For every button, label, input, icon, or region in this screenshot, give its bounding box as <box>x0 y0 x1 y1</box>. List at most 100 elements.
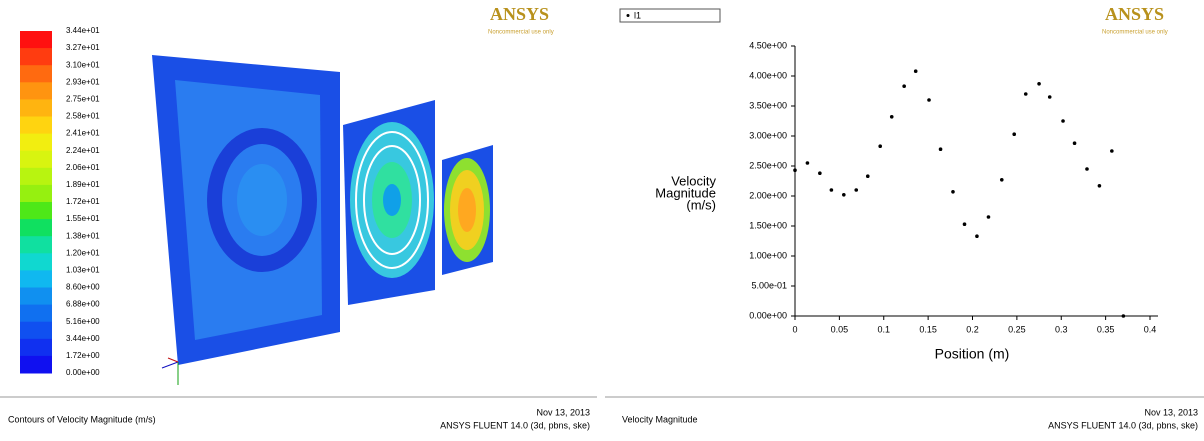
y-tick-label: 3.00e+00 <box>749 130 787 140</box>
y-axis-title: Velocity <box>671 173 716 188</box>
x-tick-label: 0.35 <box>1097 324 1115 334</box>
point <box>865 174 870 178</box>
plot: 0.00e+00 5.00e-01 1.00e+00 1.50e+00 2.00e+00… <box>749 40 1158 334</box>
y-axis-title: Magnitude <box>655 185 716 200</box>
colorbar-label: 1.72e+00 <box>66 351 100 360</box>
x-tick-label: 0.25 <box>1008 324 1026 334</box>
colorbar-label: 2.41e+01 <box>66 129 100 138</box>
point <box>1061 119 1065 123</box>
caption: Contours of Velocity Magnitude (m/s) <box>8 414 156 424</box>
x-tick-label: 0.1 <box>877 324 890 334</box>
x-tick-label: 0.15 <box>919 324 937 334</box>
colorbar-band <box>20 338 52 357</box>
logo: ANSYS <box>490 4 549 24</box>
x-axis-title: Position (m) <box>935 346 1010 362</box>
logo-note: Noncommercial use only <box>1102 30 1168 36</box>
point <box>818 171 822 175</box>
x-tick-label: 0.2 <box>966 324 979 334</box>
y-tick-label: 4.50e+00 <box>749 40 787 50</box>
colorbar-band <box>20 321 52 340</box>
point <box>902 84 906 88</box>
point <box>1121 314 1126 318</box>
point <box>829 188 834 192</box>
colorbar-band <box>20 48 52 66</box>
colorbar-label: 2.24e+01 <box>66 146 100 155</box>
y-tick-label: 2.50e+00 <box>749 160 787 170</box>
point <box>1047 95 1052 99</box>
colorbar-band <box>20 287 52 306</box>
colorbar-label: 8.60e+00 <box>66 283 100 292</box>
point <box>1097 184 1102 188</box>
legend-label: l1 <box>634 10 641 20</box>
colorbar-label: 0.00e+00 <box>66 368 100 377</box>
point <box>1110 149 1114 153</box>
colorbar-label: 6.88e+00 <box>66 300 100 309</box>
colorbar-label: 3.27e+01 <box>66 43 100 52</box>
colorbar-label: 1.72e+01 <box>66 197 100 206</box>
product: ANSYS FLUENT 14.0 (3d, pbns, ske) <box>1048 420 1198 430</box>
point <box>1037 82 1041 86</box>
point <box>1085 167 1089 171</box>
colorbar-band <box>20 133 52 152</box>
point <box>975 234 979 238</box>
colorbar-band <box>20 253 52 271</box>
x-tick-label: 0.4 <box>1144 324 1157 334</box>
colorbar-band <box>20 99 52 117</box>
y-tick-label: 1.50e+00 <box>749 220 787 230</box>
point <box>1072 141 1077 145</box>
x-tick-label: 0.05 <box>831 324 849 334</box>
colorbar-label: 1.20e+01 <box>66 248 100 257</box>
date: Nov 13, 2013 <box>536 407 590 417</box>
point <box>999 178 1004 182</box>
colorbar-label: 2.06e+01 <box>66 163 100 172</box>
point <box>913 69 918 73</box>
colorbar-band <box>20 65 52 83</box>
point <box>889 115 894 119</box>
colorbar-band <box>20 236 52 254</box>
colorbar-label: 1.03e+01 <box>66 266 100 275</box>
point <box>1023 92 1028 96</box>
y-tick-label: 2.00e+00 <box>749 190 787 200</box>
colorbar-label: 1.89e+01 <box>66 180 100 189</box>
colorbar-band <box>20 31 52 49</box>
legend-marker <box>626 14 630 17</box>
point <box>986 215 991 219</box>
colorbar-label: 2.58e+01 <box>66 112 100 121</box>
point <box>927 98 931 102</box>
point <box>805 161 810 165</box>
point <box>1012 132 1017 136</box>
colorbar-band <box>20 82 52 100</box>
colorbar-label: 3.10e+01 <box>66 60 100 69</box>
colorbar-label: 3.44e+01 <box>66 26 100 35</box>
point <box>842 193 846 197</box>
x-tick-label: 0.3 <box>1055 324 1068 334</box>
point <box>878 144 882 148</box>
y-axis-title: (m/s) <box>686 197 716 212</box>
logo-note: Noncommercial use only <box>488 30 554 36</box>
colorbar-label: 2.75e+01 <box>66 95 100 104</box>
y-tick-label: 1.00e+00 <box>749 250 787 260</box>
colorbar-band <box>20 270 52 288</box>
product: ANSYS FLUENT 14.0 (3d, pbns, ske) <box>440 420 590 430</box>
colorbar-band <box>20 116 52 135</box>
colorbar-label: 2.93e+01 <box>66 77 100 86</box>
point <box>854 188 859 192</box>
y-tick-label: 0.00e+00 <box>749 310 787 320</box>
point <box>938 147 943 151</box>
y-tick-label: 4.00e+00 <box>749 70 787 80</box>
colorbar-band <box>20 150 52 169</box>
colorbar: 3.44e+01 3.27e+01 3.10e+01 2.93e+01 2.75e+01… <box>20 26 100 377</box>
y-tick-label: 5.00e-01 <box>751 280 787 290</box>
colorbar-label: 3.44e+00 <box>66 334 100 343</box>
colorbar-label: 1.38e+01 <box>66 231 100 240</box>
colorbar-band <box>20 167 52 186</box>
contour-geometry <box>152 55 493 385</box>
date: Nov 13, 2013 <box>1144 407 1198 417</box>
colorbar-band <box>20 184 52 203</box>
y-tick-label: 3.50e+00 <box>749 100 787 110</box>
colorbar-band <box>20 219 52 237</box>
point <box>962 222 967 226</box>
colorbar-label: 5.16e+00 <box>66 317 100 326</box>
colorbar-band <box>20 202 52 220</box>
legend-box <box>619 8 721 23</box>
